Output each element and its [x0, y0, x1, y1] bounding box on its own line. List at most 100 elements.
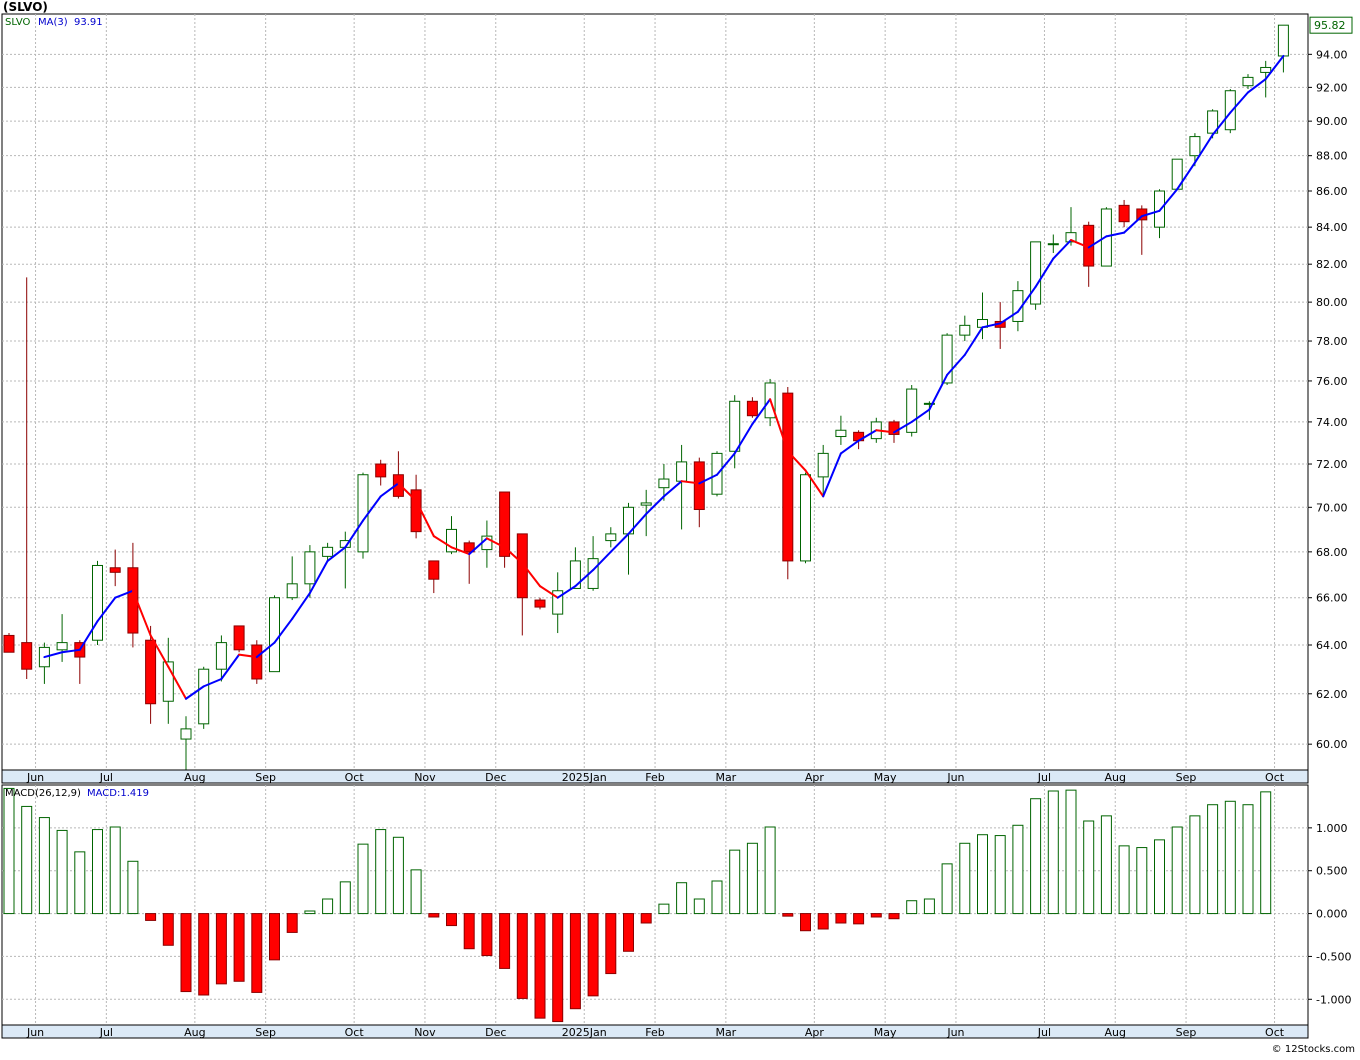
candle-body: [162, 661, 174, 702]
x-tick-label-top: Aug: [184, 771, 205, 784]
x-tick-label-top: Feb: [645, 771, 664, 784]
price-y-tick-label: 80.00: [1316, 296, 1348, 309]
ma-segment: [946, 353, 966, 376]
candle-body: [959, 324, 971, 336]
ma-segment: [928, 373, 949, 411]
macd-bar: [233, 913, 245, 982]
candle: [941, 333, 953, 385]
price-y-tick-label: 82.00: [1316, 258, 1348, 271]
ma-segment: [503, 546, 524, 565]
candle: [605, 527, 617, 548]
candle: [569, 547, 581, 589]
macd-bar: [1030, 798, 1042, 915]
macd-bar: [499, 913, 511, 969]
candle: [1154, 189, 1165, 239]
x-tick-label-top: Sep: [255, 771, 276, 784]
candle-body: [251, 644, 263, 680]
macd-bar: [870, 913, 882, 918]
candle-body: [516, 533, 528, 599]
candle-body: [127, 567, 139, 634]
x-tick-label-top: Jun: [946, 771, 964, 784]
macd-y-tick-label: -1.000: [1316, 993, 1351, 1006]
x-tick-label-top: Sep: [1176, 771, 1197, 784]
candle: [215, 635, 227, 682]
macd-bar: [959, 842, 971, 915]
candle: [428, 560, 440, 594]
candle-body: [817, 452, 829, 478]
candle: [1047, 234, 1059, 253]
macd-bar: [215, 913, 227, 985]
candle-body: [693, 461, 705, 511]
candle: [375, 459, 387, 486]
macd-bar: [410, 869, 422, 915]
macd-bar: [587, 913, 599, 997]
candle: [463, 540, 475, 584]
candle-body: [1118, 204, 1130, 223]
ma-segment: [910, 408, 931, 423]
candle-body: [357, 474, 369, 553]
candle-body: [800, 474, 811, 562]
macd-bar: [375, 829, 387, 915]
candle-body: [21, 642, 33, 670]
macd-bar: [162, 913, 174, 946]
candle-body: [729, 400, 741, 452]
candle-body: [92, 564, 103, 641]
x-tick-label-top: Jun: [26, 771, 44, 784]
price-y-tick-label: 92.00: [1316, 81, 1348, 94]
price-y-tick-label: 72.00: [1316, 458, 1348, 471]
candle: [198, 666, 210, 729]
candle-body: [923, 402, 935, 405]
candle-body: [269, 597, 280, 673]
candle: [782, 387, 794, 580]
x-tick-label-bottom: Jul: [1037, 1026, 1051, 1039]
candle: [3, 633, 15, 653]
candle-body: [499, 491, 511, 557]
x-tick-label-top: Nov: [414, 771, 436, 784]
candle-body: [1260, 66, 1272, 73]
x-tick-label-bottom: May: [874, 1026, 897, 1039]
ma-segment: [574, 569, 595, 588]
ma-segment: [415, 499, 435, 538]
macd-bar: [977, 834, 988, 915]
candle: [1189, 133, 1201, 167]
candle-body: [1189, 136, 1201, 157]
candle-body: [304, 551, 316, 585]
macd-bar: [853, 913, 865, 925]
candle: [21, 277, 33, 679]
macd-bar: [1136, 847, 1148, 915]
x-tick-label-top: Oct: [345, 771, 365, 784]
macd-bar: [764, 826, 776, 915]
macd-bar: [534, 913, 546, 1019]
ma-segment: [804, 469, 825, 498]
ma-segment: [450, 546, 471, 556]
macd-bar: [127, 860, 139, 915]
ma-segment: [999, 310, 1019, 325]
candle-body: [658, 478, 670, 489]
macd-bar: [92, 829, 103, 915]
macd-bar: [1242, 804, 1254, 915]
symbol-title: (SLVO): [3, 0, 48, 14]
candle-body: [640, 502, 652, 506]
candle: [286, 556, 298, 601]
macd-bar: [1065, 789, 1077, 915]
x-tick-label-bottom: Aug: [184, 1026, 205, 1039]
candle-body: [180, 728, 192, 740]
x-tick-label-top: Jul: [99, 771, 113, 784]
candle: [109, 549, 121, 587]
candle-body: [676, 461, 688, 482]
candle-body: [109, 567, 121, 573]
ma-segment: [1070, 239, 1090, 249]
ma-line-series: [43, 54, 1285, 700]
candle: [56, 614, 68, 662]
macd-bar: [269, 913, 280, 961]
macd-bar: [322, 898, 334, 915]
candle: [304, 545, 316, 598]
candle-body: [1154, 190, 1165, 228]
candle: [1224, 89, 1236, 134]
price-y-tick-label: 64.00: [1316, 639, 1348, 652]
price-y-tick-label: 88.00: [1316, 150, 1348, 163]
candle-body: [3, 634, 15, 653]
macd-y-tick-label: 0.000: [1316, 908, 1348, 921]
macd-bar: [304, 910, 316, 915]
